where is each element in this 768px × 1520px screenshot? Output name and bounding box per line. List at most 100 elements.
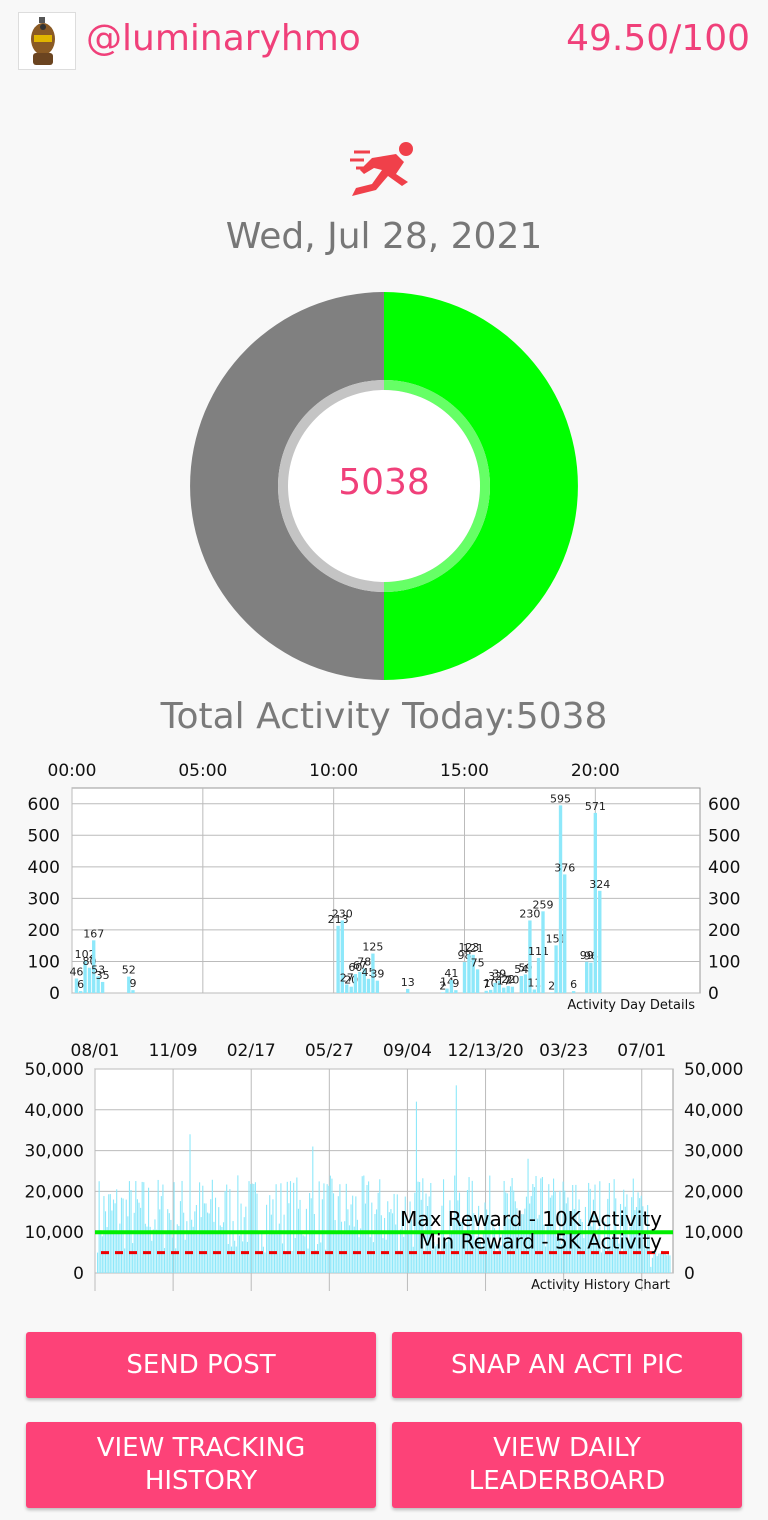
history-bar xyxy=(138,1202,140,1273)
history-bar xyxy=(412,1246,414,1273)
bar-data-label: 99 xyxy=(580,949,594,962)
bar-data-label: 46 xyxy=(69,965,83,978)
robot-avatar-icon[interactable] xyxy=(18,12,76,70)
bar-data-label: 13 xyxy=(401,976,415,989)
history-bar xyxy=(242,1241,244,1273)
bar xyxy=(127,976,131,993)
history-bar xyxy=(607,1198,609,1273)
history-bar xyxy=(479,1239,481,1273)
bar xyxy=(558,805,563,993)
history-bar xyxy=(100,1230,102,1273)
history-bar xyxy=(658,1253,660,1273)
bar xyxy=(488,989,493,993)
bar-data-label: 9 xyxy=(452,977,459,990)
bar-data-label: 52 xyxy=(122,964,136,977)
history-bar xyxy=(581,1221,583,1273)
bar-data-label: 125 xyxy=(362,941,383,954)
y-tick-label-left: 600 xyxy=(28,795,60,815)
history-bar xyxy=(666,1255,668,1273)
history-bar xyxy=(203,1203,205,1273)
history-bar xyxy=(545,1246,547,1273)
send-post-button[interactable]: SEND POST xyxy=(26,1332,376,1398)
history-bar xyxy=(218,1207,220,1273)
history-bar xyxy=(267,1234,269,1273)
history-bar xyxy=(195,1204,197,1273)
history-bar xyxy=(441,1205,443,1273)
history-bar xyxy=(409,1201,411,1273)
bar-data-label: 121 xyxy=(463,942,484,955)
history-bar xyxy=(468,1177,470,1273)
history-bar xyxy=(473,1213,475,1273)
history-bar xyxy=(178,1225,180,1273)
history-bar xyxy=(395,1224,397,1273)
history-bar xyxy=(444,1237,446,1273)
history-bar xyxy=(200,1217,202,1273)
history-bar xyxy=(422,1178,424,1273)
history-bar xyxy=(127,1216,129,1273)
history-bar xyxy=(207,1212,209,1273)
history-bar xyxy=(454,1175,456,1273)
bar-data-label: 324 xyxy=(589,878,610,891)
bar xyxy=(74,978,79,993)
y-tick-label-left: 30,000 xyxy=(25,1142,84,1162)
bar-data-label: 35 xyxy=(96,969,110,982)
chart-title: Activity Day Details xyxy=(567,998,695,1013)
x-tick-label: 07/01 xyxy=(617,1041,666,1061)
username[interactable]: @luminaryhmo xyxy=(86,18,361,59)
history-bar xyxy=(283,1214,285,1273)
bar xyxy=(523,974,528,993)
history-bar xyxy=(619,1204,622,1273)
history-bar xyxy=(104,1211,107,1273)
history-bar xyxy=(369,1237,371,1273)
history-bar xyxy=(401,1210,403,1273)
y-tick-label-right: 20,000 xyxy=(684,1182,743,1202)
view-daily-leaderboard-button[interactable]: VIEW DAILY LEADERBOARD xyxy=(392,1422,742,1508)
bar-data-label: 111 xyxy=(528,945,549,958)
history-bar xyxy=(514,1201,516,1273)
snap-acti-pic-button[interactable]: SNAP AN ACTI PIC xyxy=(392,1332,742,1398)
y-tick-label-right: 0 xyxy=(708,984,719,1004)
view-tracking-history-label: VIEW TRACKING HISTORY xyxy=(96,1433,306,1496)
history-bar xyxy=(197,1234,199,1273)
bar-data-label: 78 xyxy=(357,955,371,968)
history-bar xyxy=(289,1181,292,1273)
bar xyxy=(454,990,458,993)
history-bar xyxy=(438,1246,440,1273)
view-daily-leaderboard-label: VIEW DAILY LEADERBOARD xyxy=(468,1433,666,1496)
bar-data-label: 22 xyxy=(501,973,515,986)
activity-date: Wed, Jul 28, 2021 xyxy=(225,216,543,257)
y-tick-label-left: 20,000 xyxy=(25,1182,84,1202)
history-bar xyxy=(163,1248,166,1273)
bar xyxy=(92,940,96,993)
history-bar xyxy=(202,1185,204,1273)
history-bar xyxy=(517,1225,520,1273)
history-bar xyxy=(476,1236,478,1273)
history-bar xyxy=(470,1240,472,1273)
history-bar xyxy=(189,1134,191,1273)
bar-data-label: 595 xyxy=(550,792,571,805)
bar xyxy=(532,989,537,993)
history-bar xyxy=(382,1238,384,1273)
history-bar xyxy=(181,1180,183,1273)
history-bar xyxy=(667,1251,669,1273)
history-bar xyxy=(653,1253,655,1273)
history-bar xyxy=(543,1224,545,1273)
y-tick-label-left: 40,000 xyxy=(25,1101,84,1121)
view-tracking-history-button[interactable]: VIEW TRACKING HISTORY xyxy=(26,1422,376,1508)
bar xyxy=(598,890,602,993)
history-bar xyxy=(380,1215,382,1273)
history-bar xyxy=(291,1250,293,1273)
history-bar xyxy=(533,1187,535,1273)
history-bar xyxy=(320,1242,322,1273)
history-bar xyxy=(605,1250,607,1273)
history-bar xyxy=(509,1186,512,1273)
history-bar xyxy=(639,1198,641,1273)
history-bar xyxy=(144,1223,146,1273)
history-bar xyxy=(478,1205,480,1273)
history-bar xyxy=(259,1251,261,1273)
bar-data-label: 2 xyxy=(439,979,446,992)
history-bar xyxy=(339,1184,341,1273)
history-bar xyxy=(321,1199,323,1273)
history-bar xyxy=(415,1101,417,1273)
history-bar xyxy=(471,1180,473,1273)
